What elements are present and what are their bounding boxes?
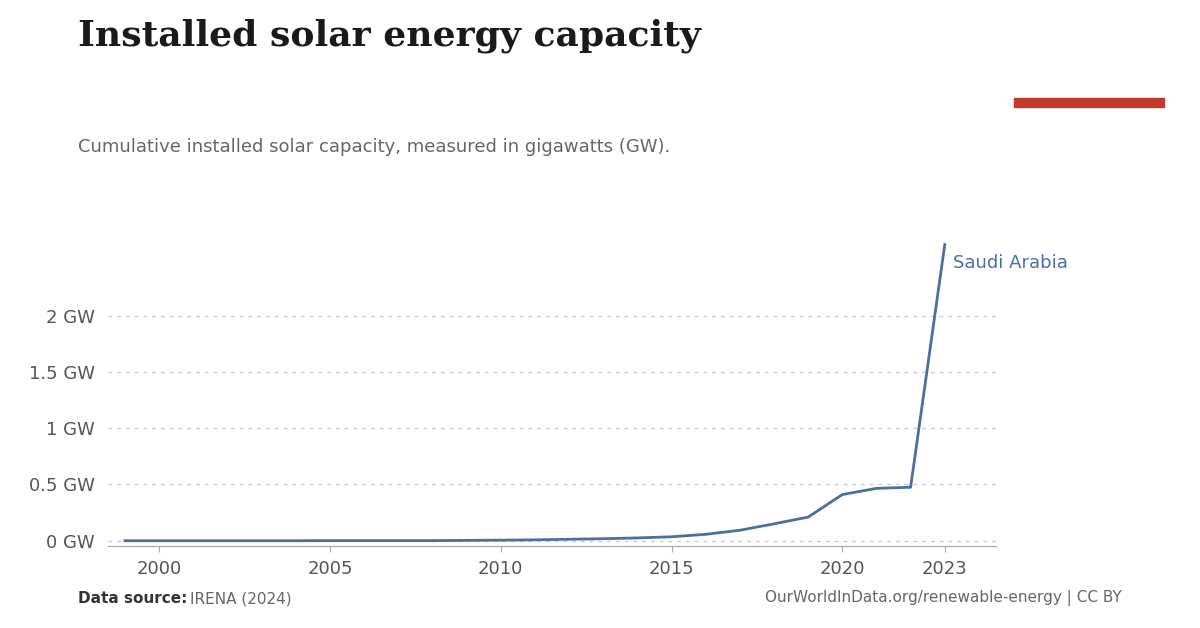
Text: Saudi Arabia: Saudi Arabia <box>953 254 1068 271</box>
Text: Data source:: Data source: <box>78 591 187 606</box>
Text: Installed solar energy capacity: Installed solar energy capacity <box>78 19 701 53</box>
Text: IRENA (2024): IRENA (2024) <box>190 591 292 606</box>
Text: Cumulative installed solar capacity, measured in gigawatts (GW).: Cumulative installed solar capacity, mea… <box>78 138 671 156</box>
Text: OurWorldInData.org/renewable-energy | CC BY: OurWorldInData.org/renewable-energy | CC… <box>766 590 1122 606</box>
Text: Our World
in Data: Our World in Data <box>1048 34 1130 70</box>
Bar <box>1014 97 1164 107</box>
